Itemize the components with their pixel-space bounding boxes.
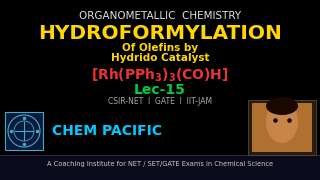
- Text: Lec-15: Lec-15: [134, 83, 186, 97]
- Text: CHEM PACIFIC: CHEM PACIFIC: [52, 124, 162, 138]
- Text: CSIR-NET  I  GATE  I  IIT-JAM: CSIR-NET I GATE I IIT-JAM: [108, 97, 212, 106]
- FancyBboxPatch shape: [0, 155, 320, 180]
- Text: Of Olefins by: Of Olefins by: [122, 43, 198, 53]
- Text: ORGANOMETALLIC  CHEMISTRY: ORGANOMETALLIC CHEMISTRY: [79, 11, 241, 21]
- FancyBboxPatch shape: [5, 112, 43, 150]
- FancyBboxPatch shape: [252, 103, 312, 152]
- FancyBboxPatch shape: [248, 100, 316, 155]
- Text: HYDROFORMYLATION: HYDROFORMYLATION: [38, 24, 282, 43]
- Ellipse shape: [266, 97, 298, 115]
- Ellipse shape: [266, 101, 298, 143]
- Text: A Coaching Institute for NET / SET/GATE Exams in Chemical Science: A Coaching Institute for NET / SET/GATE …: [47, 161, 273, 167]
- Text: Hydrido Catalyst: Hydrido Catalyst: [111, 53, 209, 63]
- Text: $\mathbf{[Rh(PPh_3)_3(CO)H]}$: $\mathbf{[Rh(PPh_3)_3(CO)H]}$: [91, 67, 229, 84]
